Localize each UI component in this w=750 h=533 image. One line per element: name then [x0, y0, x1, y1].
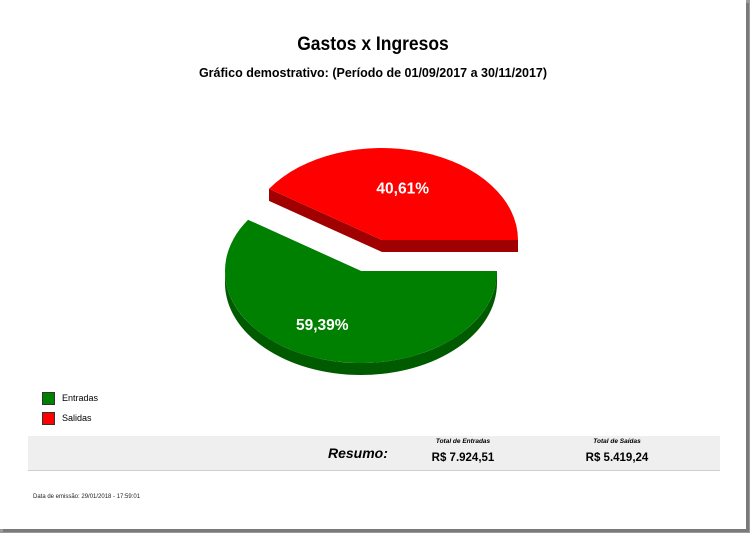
- total-saidas-header: Total de Saídas: [593, 438, 641, 445]
- pie-slice-edge-salidas-1: [382, 240, 518, 252]
- pie-slice-salidas: [268, 148, 518, 240]
- legend-item-salidas: Salidas: [42, 408, 98, 428]
- total-entradas-header: Total de Entradas: [435, 438, 491, 445]
- page-subtitle: Gráfico demostrativo: (Período de 01/09/…: [198, 66, 548, 80]
- pie-label-entradas: 59,39%: [296, 317, 349, 334]
- pie-slice-entradas: [224, 219, 497, 363]
- legend-swatch-entradas: [42, 391, 55, 405]
- summary-bar: Resumo: Total de Entradas R$ 7.924,51 To…: [28, 436, 720, 471]
- total-entradas: Total de Entradas R$ 7.924,51: [403, 438, 523, 464]
- legend-label-salidas: Salidas: [62, 413, 92, 423]
- total-entradas-value: R$ 7.924,51: [431, 452, 495, 464]
- legend-item-entradas: Entradas: [42, 388, 98, 408]
- legend: Entradas Salidas: [42, 388, 98, 428]
- page-title: Gastos x Ingresos: [297, 34, 449, 55]
- pie-slice-edge-salidas-0: [268, 188, 382, 252]
- legend-label-entradas: Entradas: [62, 393, 99, 403]
- emission-date: Data de emissão: 29/01/2018 - 17:59:01: [33, 494, 141, 500]
- total-saidas-value: R$ 5.419,24: [585, 452, 649, 464]
- summary-label: Resumo:: [328, 445, 388, 461]
- pie-label-salidas: 40,61%: [376, 180, 429, 197]
- total-saidas: Total de Saídas R$ 5.419,24: [557, 438, 677, 464]
- legend-swatch-salidas: [42, 411, 55, 425]
